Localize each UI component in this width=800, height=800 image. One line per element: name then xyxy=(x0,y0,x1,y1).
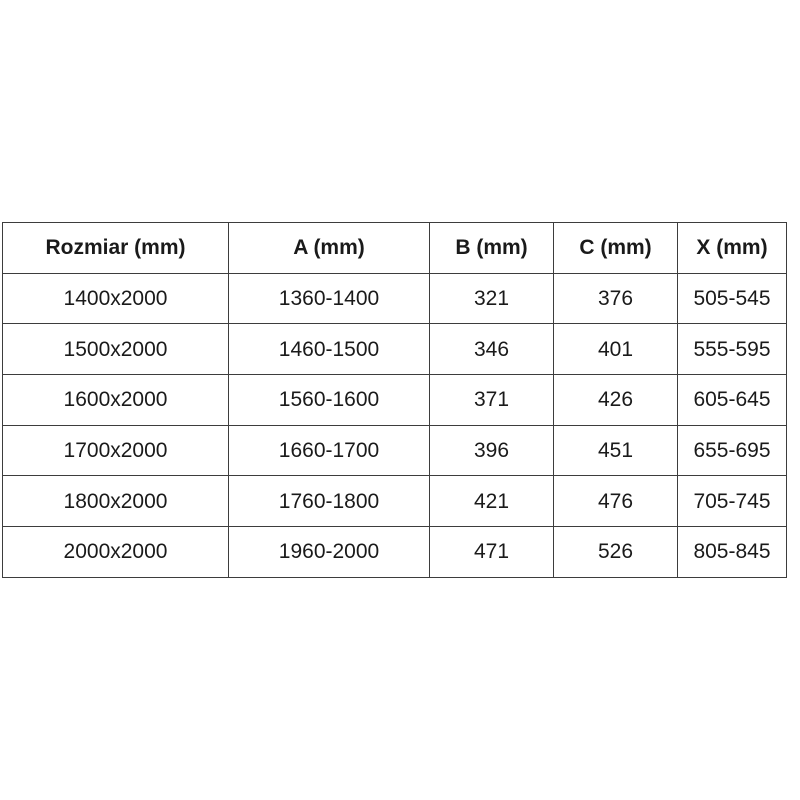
table-cell: 805-845 xyxy=(677,526,787,578)
table-cell: 655-695 xyxy=(677,424,787,477)
table-cell: 1400x2000 xyxy=(2,272,229,325)
table-cell: 2000x2000 xyxy=(2,526,229,578)
dimensions-table: Rozmiar (mm) A (mm) B (mm) C (mm) X (mm) 140… xyxy=(2,222,787,578)
table-row: 1800x2000 1760-1800 421 476 705-745 xyxy=(2,475,787,528)
table-cell: 1500x2000 xyxy=(2,323,229,376)
table-cell: 321 xyxy=(429,272,554,325)
table-cell: 346 xyxy=(429,323,554,376)
column-header: A (mm) xyxy=(228,222,430,274)
table-cell: 1460-1500 xyxy=(228,323,430,376)
table-row: 2000x2000 1960-2000 471 526 805-845 xyxy=(2,526,787,578)
table-cell: 1960-2000 xyxy=(228,526,430,578)
column-header: B (mm) xyxy=(429,222,554,274)
table-cell: 426 xyxy=(553,374,678,426)
table-cell: 605-645 xyxy=(677,374,787,426)
table-cell: 526 xyxy=(553,526,678,578)
table-cell: 471 xyxy=(429,526,554,578)
table-cell: 1700x2000 xyxy=(2,424,229,477)
table-cell: 451 xyxy=(553,424,678,477)
table-cell: 1760-1800 xyxy=(228,475,430,528)
table-cell: 476 xyxy=(553,475,678,528)
table-header-row: Rozmiar (mm) A (mm) B (mm) C (mm) X (mm) xyxy=(2,222,787,274)
table-cell: 1600x2000 xyxy=(2,374,229,426)
table-cell: 376 xyxy=(553,272,678,325)
table-cell: 371 xyxy=(429,374,554,426)
table-cell: 401 xyxy=(553,323,678,376)
table-cell: 421 xyxy=(429,475,554,528)
table-row: 1700x2000 1660-1700 396 451 655-695 xyxy=(2,424,787,477)
table-row: 1500x2000 1460-1500 346 401 555-595 xyxy=(2,323,787,376)
column-header: Rozmiar (mm) xyxy=(2,222,229,274)
table-cell: 505-545 xyxy=(677,272,787,325)
table-cell: 396 xyxy=(429,424,554,477)
table-cell: 1360-1400 xyxy=(228,272,430,325)
table-cell: 1560-1600 xyxy=(228,374,430,426)
column-header: C (mm) xyxy=(553,222,678,274)
table-cell: 705-745 xyxy=(677,475,787,528)
table-body: 1400x2000 1360-1400 321 376 505-545 1500x2000… xyxy=(2,272,787,578)
table-cell: 1800x2000 xyxy=(2,475,229,528)
column-header: X (mm) xyxy=(677,222,787,274)
table-row: 1600x2000 1560-1600 371 426 605-645 xyxy=(2,374,787,426)
table-cell: 1660-1700 xyxy=(228,424,430,477)
table-row: 1400x2000 1360-1400 321 376 505-545 xyxy=(2,272,787,325)
table-cell: 555-595 xyxy=(677,323,787,376)
